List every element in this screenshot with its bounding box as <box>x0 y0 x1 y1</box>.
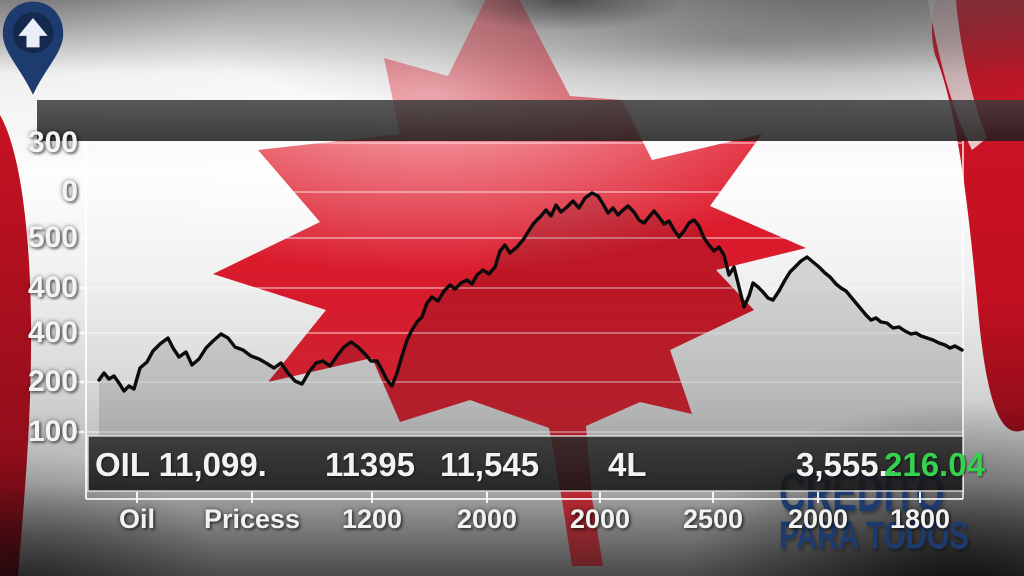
price-line <box>97 191 964 393</box>
y-axis-label: 200 <box>27 365 78 398</box>
x-axis-label: Oil <box>118 504 155 534</box>
x-axis-label: 1200 <box>341 504 403 534</box>
y-axis-label: 500 <box>27 221 78 254</box>
x-axis-label: Pricess <box>203 504 301 534</box>
x-axis-label: 1800 <box>889 504 951 534</box>
y-axis-label: 0 <box>61 175 78 208</box>
ticker-value: OIL 11,099. <box>95 446 267 483</box>
chart-header-bar <box>37 100 1024 141</box>
ticker-bar <box>87 435 964 492</box>
x-axis-label: 2000 <box>787 504 849 534</box>
x-axis-label: 2500 <box>682 504 744 534</box>
y-axis-label: 300 <box>27 126 78 159</box>
y-axis-label: 100 <box>27 415 78 448</box>
ticker-value: 216.04 <box>884 446 985 483</box>
ticker-value: 4L <box>608 446 647 483</box>
y-axis-label: 400 <box>27 271 78 304</box>
ticker-value: 11395 <box>325 446 415 483</box>
y-axis-label: 400 <box>27 316 78 349</box>
ticker-value: 11,545 <box>440 446 540 483</box>
x-axis-label: 2000 <box>569 504 631 534</box>
price-area-fill <box>99 193 962 436</box>
ticker-value: 3,555.. <box>796 446 897 483</box>
x-axis-label: 2000 <box>456 504 518 534</box>
